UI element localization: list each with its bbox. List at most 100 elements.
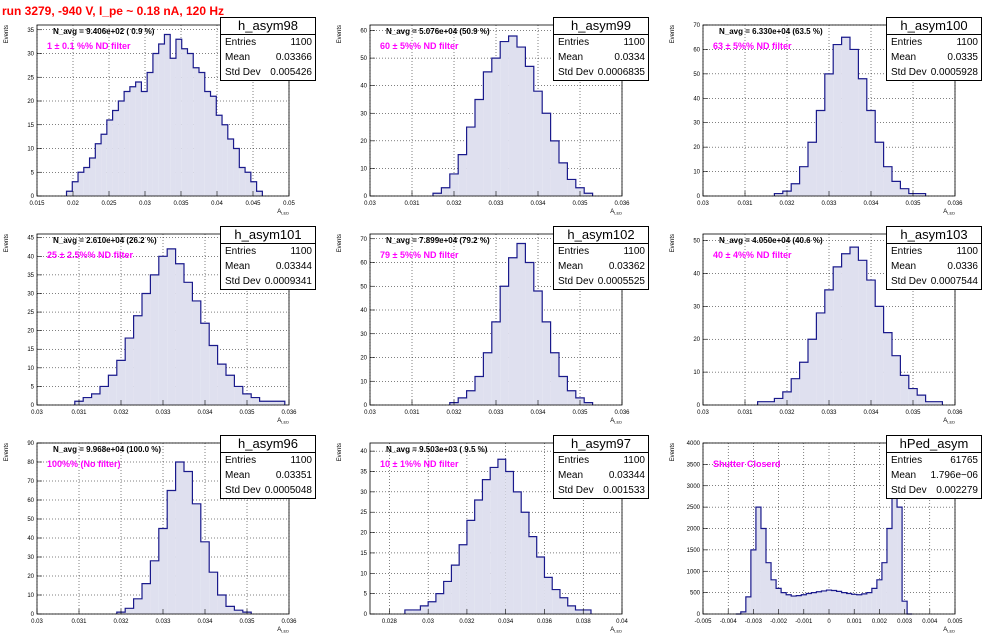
y-tick-label: 0 — [697, 194, 701, 200]
stats-row-entries: Entries 1100 — [221, 244, 315, 259]
histogram-panel: 0.03 0.031 0.032 0.033 0.034 0.035 0.036 0 10 20 3… — [333, 221, 666, 429]
navg-label: N_avg = 9.503e+03 ( 9.5 %) — [386, 445, 488, 454]
y-tick-label: 40 — [27, 536, 34, 542]
y-tick-label: 4000 — [687, 441, 701, 447]
histogram-bin — [150, 274, 159, 405]
stats-box: hPed_asym Entries 61765 Mean 1.796e−06 Std De… — [886, 435, 982, 499]
histogram-bin — [750, 549, 756, 614]
histogram-bin — [533, 91, 543, 196]
stats-row-std-dev: Std Dev 0.0007544 — [887, 274, 981, 289]
x-tick-label: 0.035 — [905, 410, 921, 416]
y-tick-label: 30 — [693, 304, 700, 310]
navg-label: N_avg = 2.610e+04 (26.2 %) — [53, 236, 157, 245]
histogram-bin — [542, 113, 551, 196]
stats-value-mean: 0.03344 — [275, 261, 312, 272]
navg-label: N_avg = 5.076e+04 (50.9 %) — [386, 27, 490, 36]
histogram-bin — [781, 592, 787, 614]
histogram-bin — [175, 462, 184, 614]
y-axis-label: Events — [4, 443, 10, 461]
stats-box: h_asym101 Entries 1100 Mean 0.03344 Std Dev 0.… — [220, 226, 316, 290]
histogram-bin — [451, 565, 460, 614]
x-tick-label: 0.028 — [382, 619, 398, 625]
histogram-panel: 0.03 0.031 0.032 0.033 0.034 0.035 0.036 0 10 20 3… — [333, 12, 666, 220]
histogram-panel: 0.03 0.031 0.032 0.033 0.034 0.035 0.036 0 5 10 15… — [0, 221, 333, 429]
x-tick-label: 0.034 — [197, 619, 213, 625]
stats-label-mean: Mean — [891, 52, 917, 63]
y-tick-label: 10 — [360, 571, 367, 577]
stats-label-entries: Entries — [891, 455, 923, 466]
y-axis-label: Events — [337, 234, 343, 252]
y-tick-label: 60 — [360, 261, 367, 267]
x-tick-label: 0.03 — [422, 619, 434, 625]
stats-row-std-dev: Std Dev 0.0006835 — [554, 65, 648, 80]
histogram-bin — [550, 140, 559, 196]
stats-value-mean: 0.03351 — [275, 470, 312, 481]
histogram-bin — [791, 378, 800, 405]
histogram-bin — [902, 601, 908, 614]
x-tick-label: 0.031 — [71, 410, 87, 416]
x-tick-label: 0.036 — [614, 410, 630, 416]
histogram-bin — [841, 592, 847, 614]
histogram-bin — [533, 291, 543, 405]
histogram-panel: 0.015 0.02 0.025 0.03 0.035 0.04 0.045 0.05 0 5 10… — [0, 12, 333, 220]
histogram-bin — [755, 507, 761, 614]
histogram-bin — [475, 376, 484, 405]
y-tick-label: 15 — [27, 123, 34, 129]
histogram-bin — [544, 577, 553, 614]
histogram-bin — [505, 471, 514, 614]
histogram-bin — [575, 609, 584, 614]
histogram-bin — [875, 142, 884, 196]
histogram-bin — [497, 459, 506, 614]
stats-value-entries: 1100 — [956, 37, 978, 48]
stats-box: h_asym96 Entries 1100 Mean 0.03351 Std Dev 0.0… — [220, 435, 316, 499]
histogram-bin — [824, 73, 834, 196]
x-axis-label-subscript: LED — [281, 211, 289, 216]
navg-label: N_avg = 9.406e+02 ( 0.9 %) — [53, 27, 155, 36]
histogram-bin — [222, 124, 228, 196]
histogram-bin — [811, 592, 817, 614]
histogram-bin — [776, 588, 782, 614]
stats-value-std-dev: 0.0007544 — [930, 276, 978, 287]
histogram-bin — [226, 606, 235, 614]
histogram-bin — [892, 355, 901, 405]
histogram-panel: 0.03 0.031 0.032 0.033 0.034 0.035 0.036 0 10 20 3… — [666, 12, 998, 220]
stats-value-mean: 0.03344 — [608, 470, 645, 481]
stats-row-std-dev: Std Dev 0.0005525 — [554, 274, 648, 289]
stats-row-mean: Mean 1.796e−06 — [887, 468, 981, 483]
histogram-bin — [883, 332, 892, 405]
histogram-bin — [866, 280, 876, 405]
stats-label-mean: Mean — [558, 470, 584, 481]
histogram-bin — [500, 41, 509, 196]
histogram-bin — [217, 595, 226, 614]
x-axis-label-subscript: LED — [947, 420, 955, 425]
histogram-bin — [78, 172, 84, 196]
histogram-bin — [934, 401, 943, 405]
y-tick-label: 0 — [364, 194, 368, 200]
y-tick-label: 25 — [27, 75, 34, 81]
x-tick-label: 0.033 — [488, 410, 504, 416]
stats-value-entries: 1100 — [956, 246, 978, 257]
y-tick-label: 40 — [360, 84, 367, 90]
x-tick-label: 0.033 — [821, 201, 837, 207]
y-tick-label: 30 — [27, 52, 34, 58]
stats-row-entries: Entries 1100 — [221, 453, 315, 468]
histogram-bin — [158, 44, 165, 196]
stats-box: h_asym100 Entries 1100 Mean 0.0335 Std Dev 0.0… — [886, 17, 982, 81]
histogram-bin — [428, 601, 436, 614]
histogram-bin — [133, 598, 142, 614]
stats-box: h_asym98 Entries 1100 Mean 0.03366 Std Dev 0.0… — [220, 17, 316, 81]
histogram-bin — [559, 376, 568, 405]
histogram-bin — [458, 154, 467, 196]
stats-label-entries: Entries — [225, 455, 257, 466]
stats-row-entries: Entries 1100 — [554, 453, 648, 468]
x-tick-label: 0.031 — [404, 201, 420, 207]
stats-label-std-dev: Std Dev — [891, 276, 927, 287]
x-axis-label: ALED — [610, 209, 622, 216]
x-axis-label-subscript: LED — [947, 211, 955, 216]
histogram-bin — [209, 572, 218, 614]
histogram-name: h_asym97 — [554, 436, 648, 453]
histogram-bin — [866, 592, 872, 614]
histogram-bin — [490, 467, 498, 614]
stats-value-mean: 0.03362 — [608, 261, 645, 272]
x-tick-label: 0.032 — [113, 410, 129, 416]
